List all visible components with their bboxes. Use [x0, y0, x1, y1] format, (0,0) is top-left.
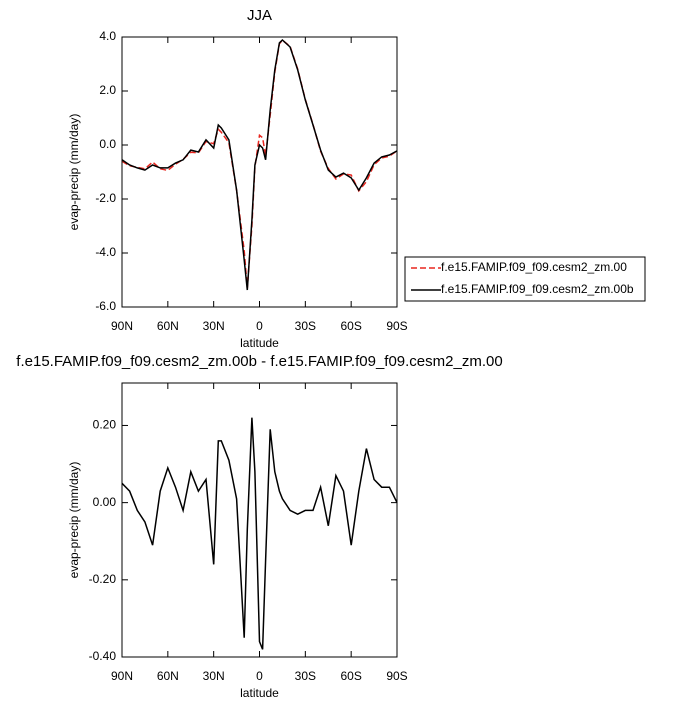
x-tick-label: 30N	[203, 669, 225, 683]
x-tick-label: 90S	[386, 669, 407, 683]
y-tick-label: 0.0	[99, 137, 116, 151]
chart-title: JJA	[247, 7, 272, 24]
x-tick-label: 90S	[386, 319, 407, 333]
x-tick-label: 60N	[157, 319, 179, 333]
y-tick-label: 2.0	[99, 83, 116, 97]
y-axis-label: evap-precip (mm/day)	[67, 114, 81, 231]
x-tick-label: 0	[256, 319, 263, 333]
x-tick-label: 60S	[340, 319, 361, 333]
legend-box	[404, 256, 646, 302]
y-axis-label: evap-precip (mm/day)	[67, 462, 81, 579]
legend-label: f.e15.FAMIP.f09_f09.cesm2_zm.00b	[441, 282, 634, 296]
y-tick-label: -4.0	[95, 245, 116, 259]
x-tick-label: 60S	[340, 669, 361, 683]
plot-frame	[121, 382, 398, 658]
y-tick-label: -0.20	[89, 572, 117, 586]
plot-frame	[121, 36, 398, 308]
x-tick-label: 90N	[111, 669, 133, 683]
x-tick-label: 0	[256, 669, 263, 683]
line-series	[121, 39, 398, 289]
x-tick-label: 60N	[157, 669, 179, 683]
line-series	[121, 417, 398, 650]
y-tick-label: -6.0	[95, 299, 116, 313]
x-tick-label: 30S	[295, 669, 316, 683]
y-tick-label: 0.20	[93, 418, 117, 432]
x-tick-label: 90N	[111, 319, 133, 333]
chart-title: f.e15.FAMIP.f09_f09.cesm2_zm.00b - f.e15…	[16, 353, 502, 370]
y-tick-label: -2.0	[95, 191, 116, 205]
legend-label: f.e15.FAMIP.f09_f09.cesm2_zm.00	[441, 260, 627, 274]
y-tick-label: -0.40	[89, 649, 117, 663]
x-tick-label: 30S	[295, 319, 316, 333]
x-axis-label: latitude	[240, 686, 279, 700]
y-tick-label: 4.0	[99, 29, 116, 43]
x-tick-label: 30N	[203, 319, 225, 333]
line-series	[121, 38, 398, 291]
x-axis-label: latitude	[240, 336, 279, 350]
y-tick-label: 0.00	[93, 495, 117, 509]
